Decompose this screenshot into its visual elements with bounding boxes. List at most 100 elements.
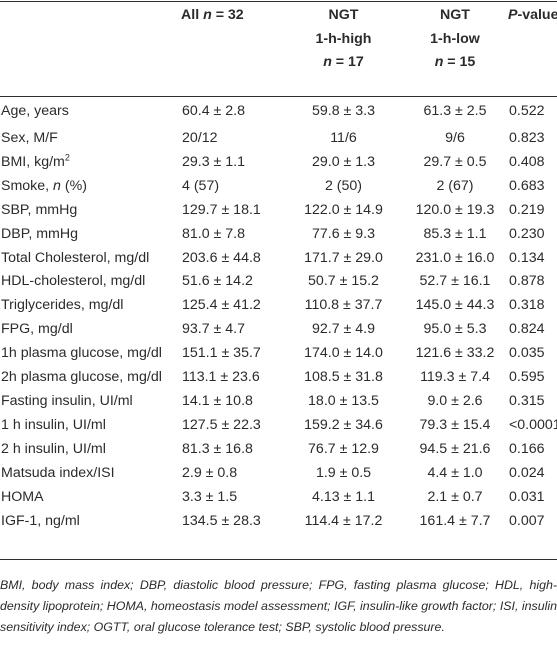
- cell-ngt-1h-low: 161.4 ± 7.7: [419, 512, 491, 529]
- row-label: Total Cholesterol, mg/dl: [1, 249, 150, 266]
- table-row: SBP, mmHg 129.7 ± 18.1 122.0 ± 14.9 120.0 ±…: [0, 199, 557, 223]
- cell-p-value: 0.031: [509, 488, 545, 505]
- table-row: HDL-cholesterol, mg/dl 51.6 ± 14.2 50.7 ± …: [0, 270, 557, 294]
- cell-all: 81.0 ± 7.8: [182, 225, 246, 242]
- table-row: IGF-1, ng/ml 134.5 ± 28.3 114.4 ± 17.2 161.…: [0, 510, 557, 534]
- row-label: BMI, kg/m2: [1, 152, 70, 170]
- cell-all: 20/12: [182, 130, 218, 146]
- cell-ngt-1h-low: 120.0 ± 19.3: [415, 201, 495, 218]
- cell-p-value: 0.166: [509, 440, 545, 457]
- header-rule: [0, 96, 557, 97]
- cell-all: 129.7 ± 18.1: [182, 201, 261, 218]
- table-row: DBP, mmHg 81.0 ± 7.8 77.6 ± 9.3 85.3 ± 1.1 0…: [0, 223, 557, 247]
- table-row: Smoke, n (%) 4 (57) 2 (50) 2 (67) 0.683: [0, 175, 557, 199]
- cell-all: 125.4 ± 41.2: [182, 297, 261, 314]
- characteristics-table: All n = 32 NGT 1-h-high n = 17 NGT 1-h-l…: [0, 1, 557, 533]
- cell-all: 3.3 ± 1.5: [182, 488, 238, 505]
- cell-all: 4 (57): [182, 177, 220, 194]
- table-footnote: BMI, body mass index; DBP, diastolic blo…: [0, 578, 557, 634]
- cell-p-value: 0.035: [509, 345, 545, 362]
- cell-ngt-1h-high: 174.0 ± 14.0: [304, 345, 383, 362]
- header-row: All n = 32 NGT 1-h-high n = 17 NGT 1-h-l…: [0, 4, 557, 97]
- cell-ngt-1h-high: 4.13 ± 1.1: [311, 488, 375, 505]
- cell-p-value: 0.595: [509, 369, 545, 386]
- data-table: All n = 32 NGT 1-h-high n = 17 NGT 1-h-l…: [0, 4, 557, 533]
- table-row: Age, years 60.4 ± 2.8 59.8 ± 3.3 61.3 ± 2.5…: [0, 97, 557, 127]
- table-row: FPG, mg/dl 93.7 ± 4.7 92.7 ± 4.9 95.0 ± 5.3…: [0, 318, 557, 342]
- row-label: Matsuda index/ISI: [1, 464, 115, 481]
- header-variable: [0, 4, 168, 97]
- cell-ngt-1h-low: 95.0 ± 5.3: [423, 321, 487, 338]
- table-row: Matsuda index/ISI 2.9 ± 0.8 1.9 ± 0.5 4.4 ±…: [0, 462, 557, 486]
- table-body: Age, years 60.4 ± 2.8 59.8 ± 3.3 61.3 ± 2.5…: [0, 97, 557, 533]
- cell-ngt-1h-low: 9/6: [445, 130, 465, 146]
- table-row: Fasting insulin, UI/ml 14.1 ± 10.8 18.0 ± …: [0, 390, 557, 414]
- row-label: SBP, mmHg: [1, 201, 78, 218]
- cell-all: 60.4 ± 2.8: [182, 103, 246, 120]
- cell-ngt-1h-high: 76.7 ± 12.9: [308, 440, 379, 457]
- table-row: Total Cholesterol, mg/dl 203.6 ± 44.8 171.…: [0, 247, 557, 271]
- cell-ngt-1h-low: 94.5 ± 21.6: [419, 440, 491, 457]
- cell-all: 2.9 ± 0.8: [182, 464, 238, 481]
- cell-ngt-1h-low: 119.3 ± 7.4: [420, 369, 490, 386]
- table-row: HOMA 3.3 ± 1.5 4.13 ± 1.1 2.1 ± 0.7 0.031: [0, 486, 557, 510]
- cell-p-value: 0.315: [509, 392, 545, 409]
- cell-p-value: 0.683: [509, 177, 545, 194]
- cell-ngt-1h-low: 85.3 ± 1.1: [423, 225, 487, 242]
- cell-ngt-1h-high: 59.8 ± 3.3: [311, 103, 375, 120]
- cell-ngt-1h-high: 2 (50): [324, 177, 363, 194]
- cell-all: 29.3 ± 1.1: [182, 153, 246, 170]
- row-label: Triglycerides, mg/dl: [1, 297, 124, 314]
- cell-all: 134.5 ± 28.3: [182, 512, 261, 529]
- cell-p-value: 0.230: [509, 225, 545, 242]
- cell-all: 14.1 ± 10.8: [182, 392, 253, 409]
- cell-ngt-1h-high: 122.0 ± 14.9: [304, 201, 383, 218]
- table-row: 1h plasma glucose, mg/dl 151.1 ± 35.7 174.…: [0, 342, 557, 366]
- cell-p-value: 0.024: [509, 464, 545, 481]
- table-bottom-rule: [0, 559, 557, 560]
- cell-ngt-1h-high: 92.7 ± 4.9: [311, 321, 375, 338]
- row-label: 1 h insulin, UI/ml: [1, 416, 106, 433]
- row-label: Age, years: [1, 103, 69, 120]
- cell-ngt-1h-low: 145.0 ± 44.3: [415, 297, 495, 314]
- cell-ngt-1h-high: 1.9 ± 0.5: [315, 464, 372, 481]
- header-p-value: P-value: [508, 7, 557, 23]
- cell-ngt-1h-high: 108.5 ± 31.8: [304, 369, 383, 386]
- cell-ngt-1h-low: 121.6 ± 33.2: [415, 345, 495, 362]
- cell-p-value: 0.878: [509, 273, 545, 290]
- cell-p-value: 0.219: [509, 201, 545, 218]
- cell-p-value: 0.824: [509, 321, 545, 338]
- cell-all: 127.5 ± 22.3: [182, 416, 261, 433]
- cell-p-value: 0.823: [509, 130, 545, 146]
- table-row: 2h plasma glucose, mg/dl 113.1 ± 23.6 108.…: [0, 366, 557, 390]
- cell-p-value: 0.318: [509, 297, 545, 314]
- table-row: 1 h insulin, UI/ml 127.5 ± 22.3 159.2 ± 34…: [0, 414, 557, 438]
- cell-ngt-1h-high: 114.4 ± 17.2: [304, 512, 383, 529]
- row-label: IGF-1, ng/ml: [1, 512, 80, 529]
- row-label: HOMA: [1, 488, 44, 505]
- cell-ngt-1h-low: 61.3 ± 2.5: [423, 103, 487, 120]
- cell-all: 113.1 ± 23.6: [182, 369, 260, 386]
- cell-ngt-1h-low: 79.3 ± 15.4: [419, 416, 491, 433]
- cell-p-value: 0.408: [509, 153, 545, 170]
- row-label: Smoke, n (%): [1, 177, 87, 194]
- cell-ngt-1h-low: 2 (67): [436, 177, 474, 194]
- cell-ngt-1h-high: 110.8 ± 37.7: [304, 297, 383, 314]
- header-ngt-1h-high: NGT 1-h-high n = 17: [315, 7, 372, 71]
- cell-all: 203.6 ± 44.8: [182, 249, 261, 266]
- cell-p-value: <0.0001: [509, 416, 557, 433]
- row-label: 1h plasma glucose, mg/dl: [1, 345, 162, 362]
- row-label: Fasting insulin, UI/ml: [1, 392, 133, 409]
- table-row: BMI, kg/m2 29.3 ± 1.1 29.0 ± 1.3 29.7 ± 0.5…: [0, 151, 557, 175]
- cell-p-value: 0.007: [509, 512, 545, 529]
- row-label: 2 h insulin, UI/ml: [1, 440, 106, 457]
- cell-all: 93.7 ± 4.7: [182, 321, 246, 338]
- cell-ngt-1h-low: 231.0 ± 16.0: [415, 249, 495, 266]
- cell-p-value: 0.522: [509, 103, 545, 120]
- cell-all: 81.3 ± 16.8: [182, 440, 253, 457]
- table-row: Sex, M/F 20/12 11/6 9/6 0.823: [0, 127, 557, 151]
- row-label: 2h plasma glucose, mg/dl: [1, 369, 162, 386]
- cell-ngt-1h-high: 159.2 ± 34.6: [304, 416, 383, 433]
- cell-ngt-1h-low: 29.7 ± 0.5: [423, 153, 487, 170]
- cell-ngt-1h-low: 52.7 ± 16.1: [419, 273, 491, 290]
